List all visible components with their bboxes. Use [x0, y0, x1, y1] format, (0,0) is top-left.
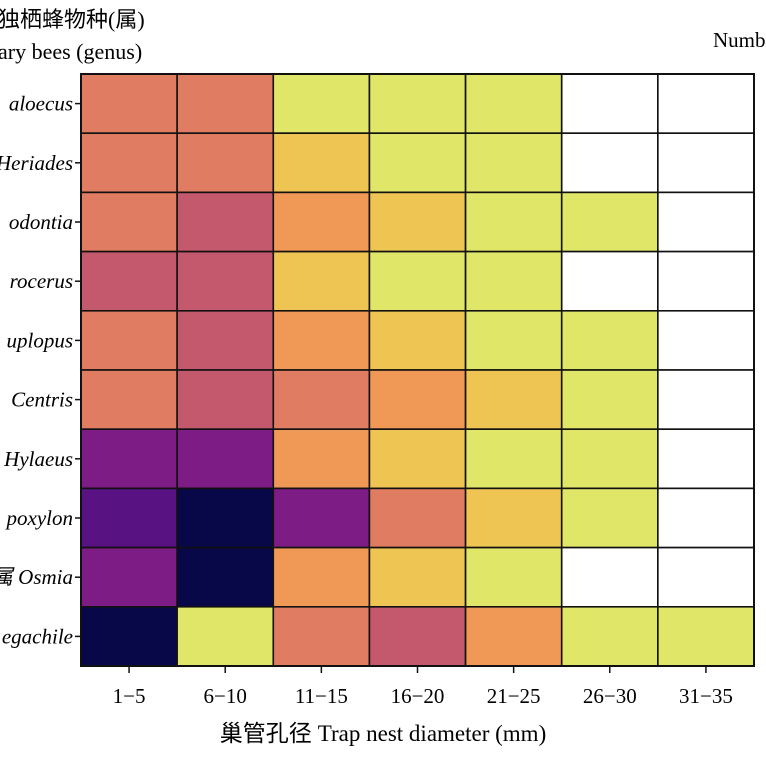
heatmap-cell — [368, 487, 467, 549]
heatmap-cell — [176, 428, 275, 490]
heatmap-cells — [80, 73, 755, 667]
heatmap-cell — [176, 191, 275, 253]
heatmap-cell — [368, 73, 467, 135]
column-label: 26−30 — [583, 684, 637, 708]
column-label: 11−15 — [295, 684, 348, 708]
heatmap-cell — [80, 487, 178, 549]
heatmap-cell — [368, 250, 467, 312]
heatmap-cell — [80, 428, 178, 490]
heatmap-cell — [560, 250, 659, 312]
heatmap-cell — [657, 132, 755, 194]
heatmap-cell — [657, 73, 755, 135]
heatmap-cell — [464, 428, 563, 490]
heatmap-cell — [176, 250, 275, 312]
heatmap-cell — [657, 309, 755, 371]
column-label: 6−10 — [204, 684, 247, 708]
heatmap-cell — [80, 73, 178, 135]
row-label: Centris — [11, 388, 73, 412]
heatmap-cell — [560, 428, 659, 490]
heatmap-cell — [272, 73, 371, 135]
heatmap-cell — [368, 428, 467, 490]
heatmap-cell — [464, 73, 563, 135]
heatmap-cell — [560, 73, 659, 135]
heatmap-cell — [368, 191, 467, 253]
row-label: poxylon — [5, 506, 73, 530]
column-label: 1−5 — [113, 684, 146, 708]
heatmap-cell — [464, 546, 563, 608]
x-axis-label: 巢管孔径 Trap nest diameter (mm) — [0, 714, 766, 748]
heatmap-cell — [176, 605, 275, 667]
heatmap-cell — [80, 369, 178, 431]
heatmap-cell — [80, 309, 178, 371]
heatmap-cell — [176, 369, 275, 431]
row-label: 属 Osmia — [0, 565, 73, 589]
legend-title: Numb — [713, 28, 766, 52]
column-label: 16−20 — [391, 684, 445, 708]
heatmap-cell — [272, 428, 371, 490]
heatmap-cell — [368, 309, 467, 371]
row-labels: aloecus Heriades odontia rocerus uplopus Cent… — [0, 92, 81, 648]
heatmap-cell — [464, 605, 563, 667]
heatmap-cell — [560, 605, 659, 667]
heatmap-cell — [657, 428, 755, 490]
heatmap-cell — [560, 309, 659, 371]
column-label: 21−25 — [487, 684, 541, 708]
heatmap-cell — [272, 132, 371, 194]
heatmap-cell — [657, 191, 755, 253]
x-axis-label-en: Trap nest diameter (mm) — [317, 721, 547, 746]
heatmap-cell — [80, 132, 178, 194]
heatmap-cell — [176, 73, 275, 135]
heatmap-cell — [657, 605, 755, 667]
heatmap-cell — [80, 191, 178, 253]
row-label: Heriades — [0, 151, 73, 175]
heatmap-cell — [657, 487, 755, 549]
heatmap-cell — [657, 369, 755, 431]
heatmap-cell — [464, 250, 563, 312]
y-axis-label-en: ary bees (genus) — [0, 39, 143, 64]
heatmap-cell — [272, 546, 371, 608]
heatmap-cell — [272, 191, 371, 253]
heatmap-cell — [464, 132, 563, 194]
heatmap-cell — [560, 487, 659, 549]
heatmap-cell — [368, 605, 467, 667]
heatmap-cell — [368, 132, 467, 194]
heatmap-cell — [560, 546, 659, 608]
row-label: aloecus — [9, 92, 73, 116]
heatmap-cell — [368, 369, 467, 431]
heatmap-cell — [560, 369, 659, 431]
heatmap-cell — [272, 250, 371, 312]
heatmap-cell — [176, 309, 275, 371]
heatmap-cell — [272, 605, 371, 667]
heatmap-cell — [80, 546, 178, 608]
heatmap-cell — [176, 487, 275, 549]
row-label: rocerus — [10, 269, 73, 293]
y-axis-label-cn: 独栖蜂物种(属) — [0, 7, 145, 32]
heatmap-cell — [657, 250, 755, 312]
heatmap-cell — [272, 487, 371, 549]
row-label: uplopus — [6, 328, 73, 352]
row-label: odontia — [9, 210, 73, 234]
row-label: Hylaeus — [3, 447, 73, 471]
column-label: 31−35 — [679, 684, 733, 708]
x-axis-label-cn: 巢管孔径 — [219, 721, 312, 746]
column-labels: 1−5 6−10 11−15 16−20 21−25 26−30 31−35 — [113, 666, 733, 708]
heatmap-cell — [560, 191, 659, 253]
heatmap-cell — [464, 487, 563, 549]
heatmap-cell — [272, 309, 371, 371]
heatmap-cell — [176, 132, 275, 194]
heatmap-cell — [464, 309, 563, 371]
heatmap-cell — [176, 546, 275, 608]
heatmap-cell — [464, 191, 563, 253]
heatmap-cell — [657, 546, 755, 608]
heatmap-cell — [464, 369, 563, 431]
heatmap-cell — [368, 546, 467, 608]
heatmap-cell — [80, 250, 178, 312]
heatmap-cell — [272, 369, 371, 431]
row-label: egachile — [2, 624, 73, 648]
heatmap-cell — [80, 605, 178, 667]
heatmap-cell — [560, 132, 659, 194]
